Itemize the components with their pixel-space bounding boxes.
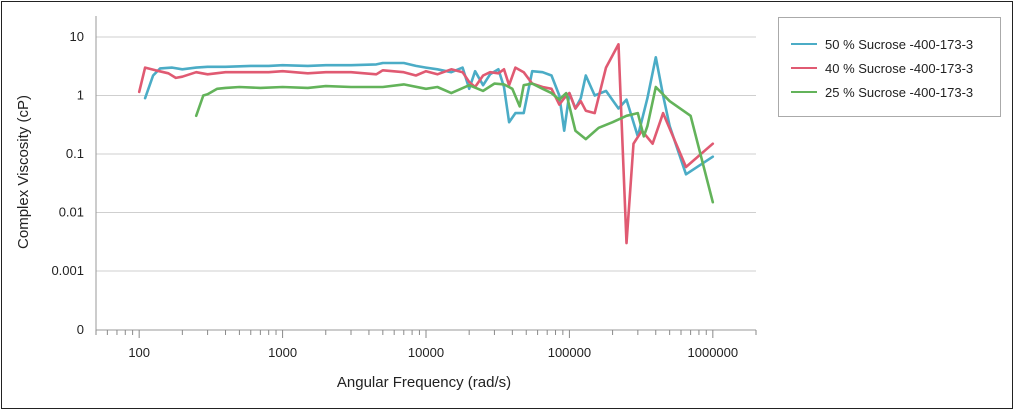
legend-label-25-sucrose: 25 % Sucrose -400-173-3 [825, 84, 974, 100]
legend-swatch-25-sucrose [791, 91, 817, 93]
x-tick-label: 1000000 [688, 345, 739, 360]
legend-label-50-sucrose: 50 % Sucrose -400-173-3 [825, 36, 974, 52]
legend-item-40-sucrose: 40 % Sucrose -400-173-3 [791, 58, 973, 78]
x-tick-label: 100000 [548, 345, 591, 360]
y-tick-label: 0 [77, 322, 84, 337]
series-line-1 [137, 42, 715, 245]
grid [96, 36, 756, 272]
legend-label-40-sucrose: 40 % Sucrose -400-173-3 [825, 60, 974, 76]
y-tick-label: 10 [70, 29, 84, 44]
y-tick-label: 1 [77, 88, 84, 103]
y-axis-title: Complex Viscosity (cP) [15, 95, 32, 249]
series-line-0 [143, 55, 715, 176]
legend: 50 % Sucrose -400-173-3 40 % Sucrose -40… [778, 17, 1001, 117]
y-tick-label: 0.01 [59, 205, 84, 220]
x-axis-title: Angular Frequency (rad/s) [337, 374, 511, 391]
legend-swatch-40-sucrose [791, 67, 817, 69]
legend-swatch-50-sucrose [791, 43, 817, 45]
legend-item-50-sucrose: 50 % Sucrose -400-173-3 [791, 34, 973, 54]
x-tick-label: 1000 [268, 345, 297, 360]
y-tick-label: 0.1 [66, 146, 84, 161]
axes: 0 0.001 0.01 0.1 1 10 100 1000 10000 100000 100000… [51, 16, 757, 360]
series-group [137, 42, 715, 245]
x-tick-label: 100 [128, 345, 150, 360]
y-tick-label: 0.001 [51, 263, 84, 278]
legend-item-25-sucrose: 25 % Sucrose -400-173-3 [791, 82, 973, 102]
series-line-2 [194, 82, 715, 204]
x-tick-label: 10000 [408, 345, 444, 360]
